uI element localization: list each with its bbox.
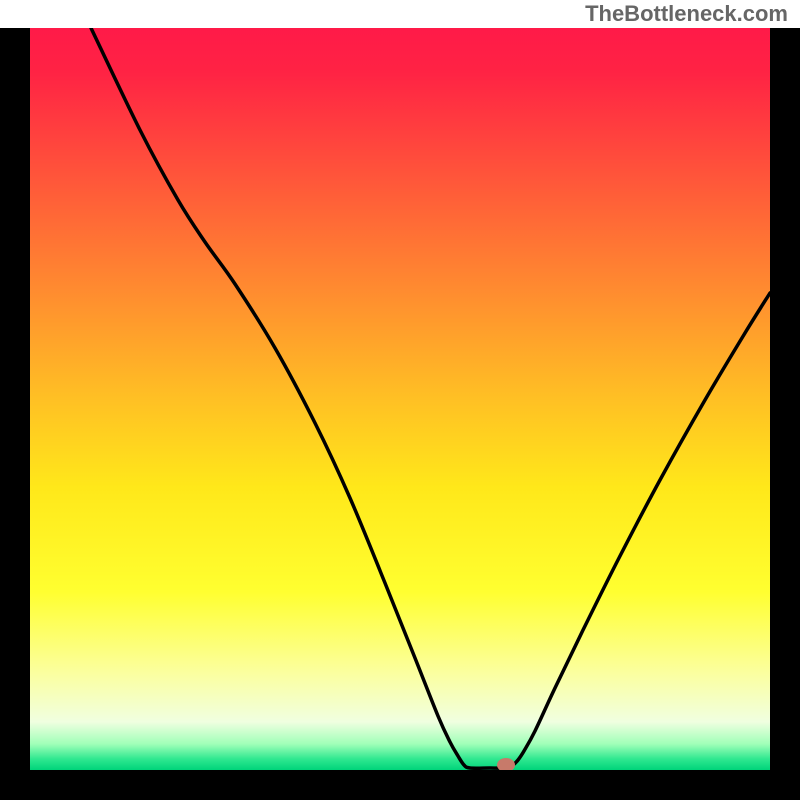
plot-area xyxy=(30,28,770,770)
plot-svg xyxy=(30,28,770,770)
plot-background xyxy=(30,28,770,770)
chart-frame: TheBottleneck.com xyxy=(0,0,800,800)
watermark-text: TheBottleneck.com xyxy=(585,1,788,27)
watermark-bar: TheBottleneck.com xyxy=(0,0,800,28)
